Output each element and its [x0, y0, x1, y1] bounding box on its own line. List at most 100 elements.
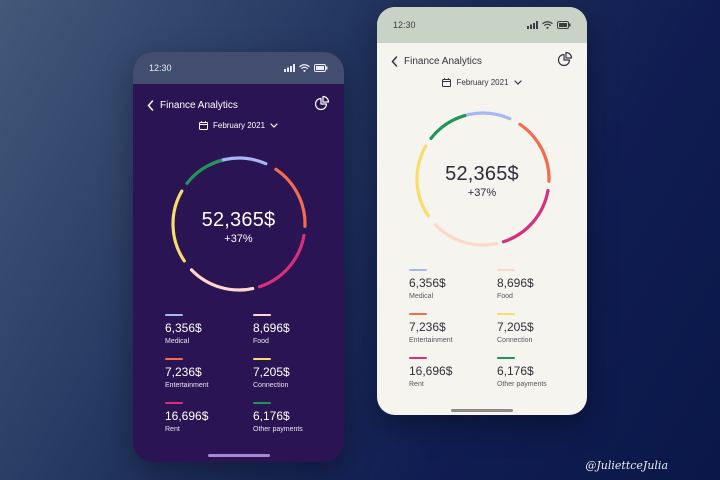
category-label: Other payments [497, 381, 547, 388]
ring-segment [185, 158, 223, 185]
status-bar: 12:30 [377, 7, 587, 43]
category-label: Rent [165, 426, 180, 433]
category-color-bar [165, 358, 183, 360]
light-phone-screen: 12:30 Finance Analytics February 2021 52… [377, 7, 587, 415]
month-label: February 2021 [456, 78, 509, 87]
ring-segment [189, 268, 255, 292]
month-label: February 2021 [212, 121, 266, 130]
category-color-bar [253, 314, 271, 316]
category-color-bar [409, 313, 427, 315]
ring-segment [257, 233, 306, 289]
status-icons [527, 21, 571, 29]
category-value: 16,696$ [165, 409, 209, 423]
category-value: 16,696$ [409, 364, 453, 378]
app-header: Finance Analytics [391, 51, 573, 72]
total-change: +37% [467, 187, 497, 199]
chart-button[interactable] [557, 51, 573, 72]
chart-button[interactable] [314, 95, 330, 116]
total-amount: 52,365$ [201, 209, 276, 231]
category-value: 6,356$ [165, 321, 202, 335]
battery-icon [314, 64, 328, 72]
spending-ring [171, 156, 307, 292]
category-label: Food [253, 338, 269, 345]
category-color-bar [497, 357, 515, 359]
page-title: Finance Analytics [160, 100, 238, 111]
pie-chart-icon [557, 51, 573, 67]
category-value: 6,176$ [253, 409, 290, 423]
page-title: Finance Analytics [404, 56, 482, 67]
ring-segment [501, 188, 550, 244]
chevron-down-icon [270, 123, 278, 128]
total-amount: 52,365$ [445, 163, 519, 185]
category-value: 7,205$ [497, 320, 534, 334]
calendar-icon [442, 78, 452, 87]
category-value: 7,205$ [253, 365, 290, 379]
category-color-bar [253, 402, 271, 404]
home-indicator [451, 409, 513, 412]
signal-icon [527, 21, 538, 29]
category-item: 8,696$ Food [253, 314, 343, 347]
ring-segment [171, 189, 186, 263]
wifi-icon [299, 64, 310, 72]
chevron-left-icon [147, 100, 154, 111]
category-color-bar [253, 358, 271, 360]
ring-segment [415, 144, 430, 218]
battery-icon [557, 21, 571, 29]
status-icons [284, 64, 328, 72]
category-item: 7,236$ Entertainment [165, 358, 255, 391]
category-item: 7,236$ Entertainment [409, 313, 499, 346]
category-label: Medical [165, 338, 190, 345]
category-item: 6,176$ Other payments [497, 357, 587, 390]
ring-segment [274, 167, 307, 228]
category-label: Connection [253, 382, 289, 389]
chevron-down-icon [513, 80, 522, 85]
dark-phone-screen: 12:30 Finance Analytics February 2021 52… [133, 52, 344, 462]
app-header: Finance Analytics [147, 95, 330, 116]
category-item: 16,696$ Rent [165, 402, 255, 435]
category-item: 16,696$ Rent [409, 357, 499, 390]
category-value: 6,176$ [497, 364, 534, 378]
category-color-bar [409, 269, 427, 271]
category-item: 8,696$ Food [497, 269, 587, 302]
category-label: Connection [497, 337, 533, 344]
month-selector[interactable]: February 2021 [377, 78, 587, 87]
total-change: +37% [224, 233, 253, 245]
signal-icon [284, 64, 295, 72]
status-time: 12:30 [393, 20, 416, 30]
category-label: Other payments [253, 426, 303, 433]
category-item: 6,356$ Medical [409, 269, 499, 302]
total-summary: 52,365$ +37% [133, 209, 344, 245]
back-button[interactable]: Finance Analytics [391, 56, 482, 67]
back-button[interactable]: Finance Analytics [147, 100, 238, 111]
category-value: 8,696$ [497, 276, 534, 290]
category-label: Medical [409, 293, 434, 300]
total-summary: 52,365$ +37% [377, 163, 587, 199]
category-value: 8,696$ [253, 321, 290, 335]
chevron-left-icon [391, 56, 398, 67]
category-color-bar [497, 269, 515, 271]
category-item: 6,176$ Other payments [253, 402, 343, 435]
category-color-bar [165, 314, 183, 316]
spending-ring [415, 111, 551, 247]
category-color-bar [497, 313, 515, 315]
category-value: 6,356$ [409, 276, 446, 290]
category-value: 7,236$ [409, 320, 446, 334]
category-color-bar [165, 402, 183, 404]
status-bar: 12:30 [133, 52, 344, 84]
month-selector[interactable]: February 2021 [133, 121, 344, 130]
status-time: 12:30 [149, 63, 172, 73]
author-signature: @JuliettceJulia [585, 459, 668, 472]
category-item: 7,205$ Connection [253, 358, 343, 391]
category-item: 6,356$ Medical [165, 314, 255, 347]
ring-segment [433, 223, 499, 247]
category-label: Food [497, 293, 513, 300]
calendar-icon [198, 121, 208, 130]
category-label: Entertainment [409, 337, 453, 344]
ring-segment [518, 122, 551, 183]
ring-segment [429, 113, 467, 140]
category-label: Rent [409, 381, 424, 388]
pie-chart-icon [314, 95, 330, 111]
home-indicator [207, 454, 270, 457]
category-item: 7,205$ Connection [497, 313, 587, 346]
category-value: 7,236$ [165, 365, 202, 379]
